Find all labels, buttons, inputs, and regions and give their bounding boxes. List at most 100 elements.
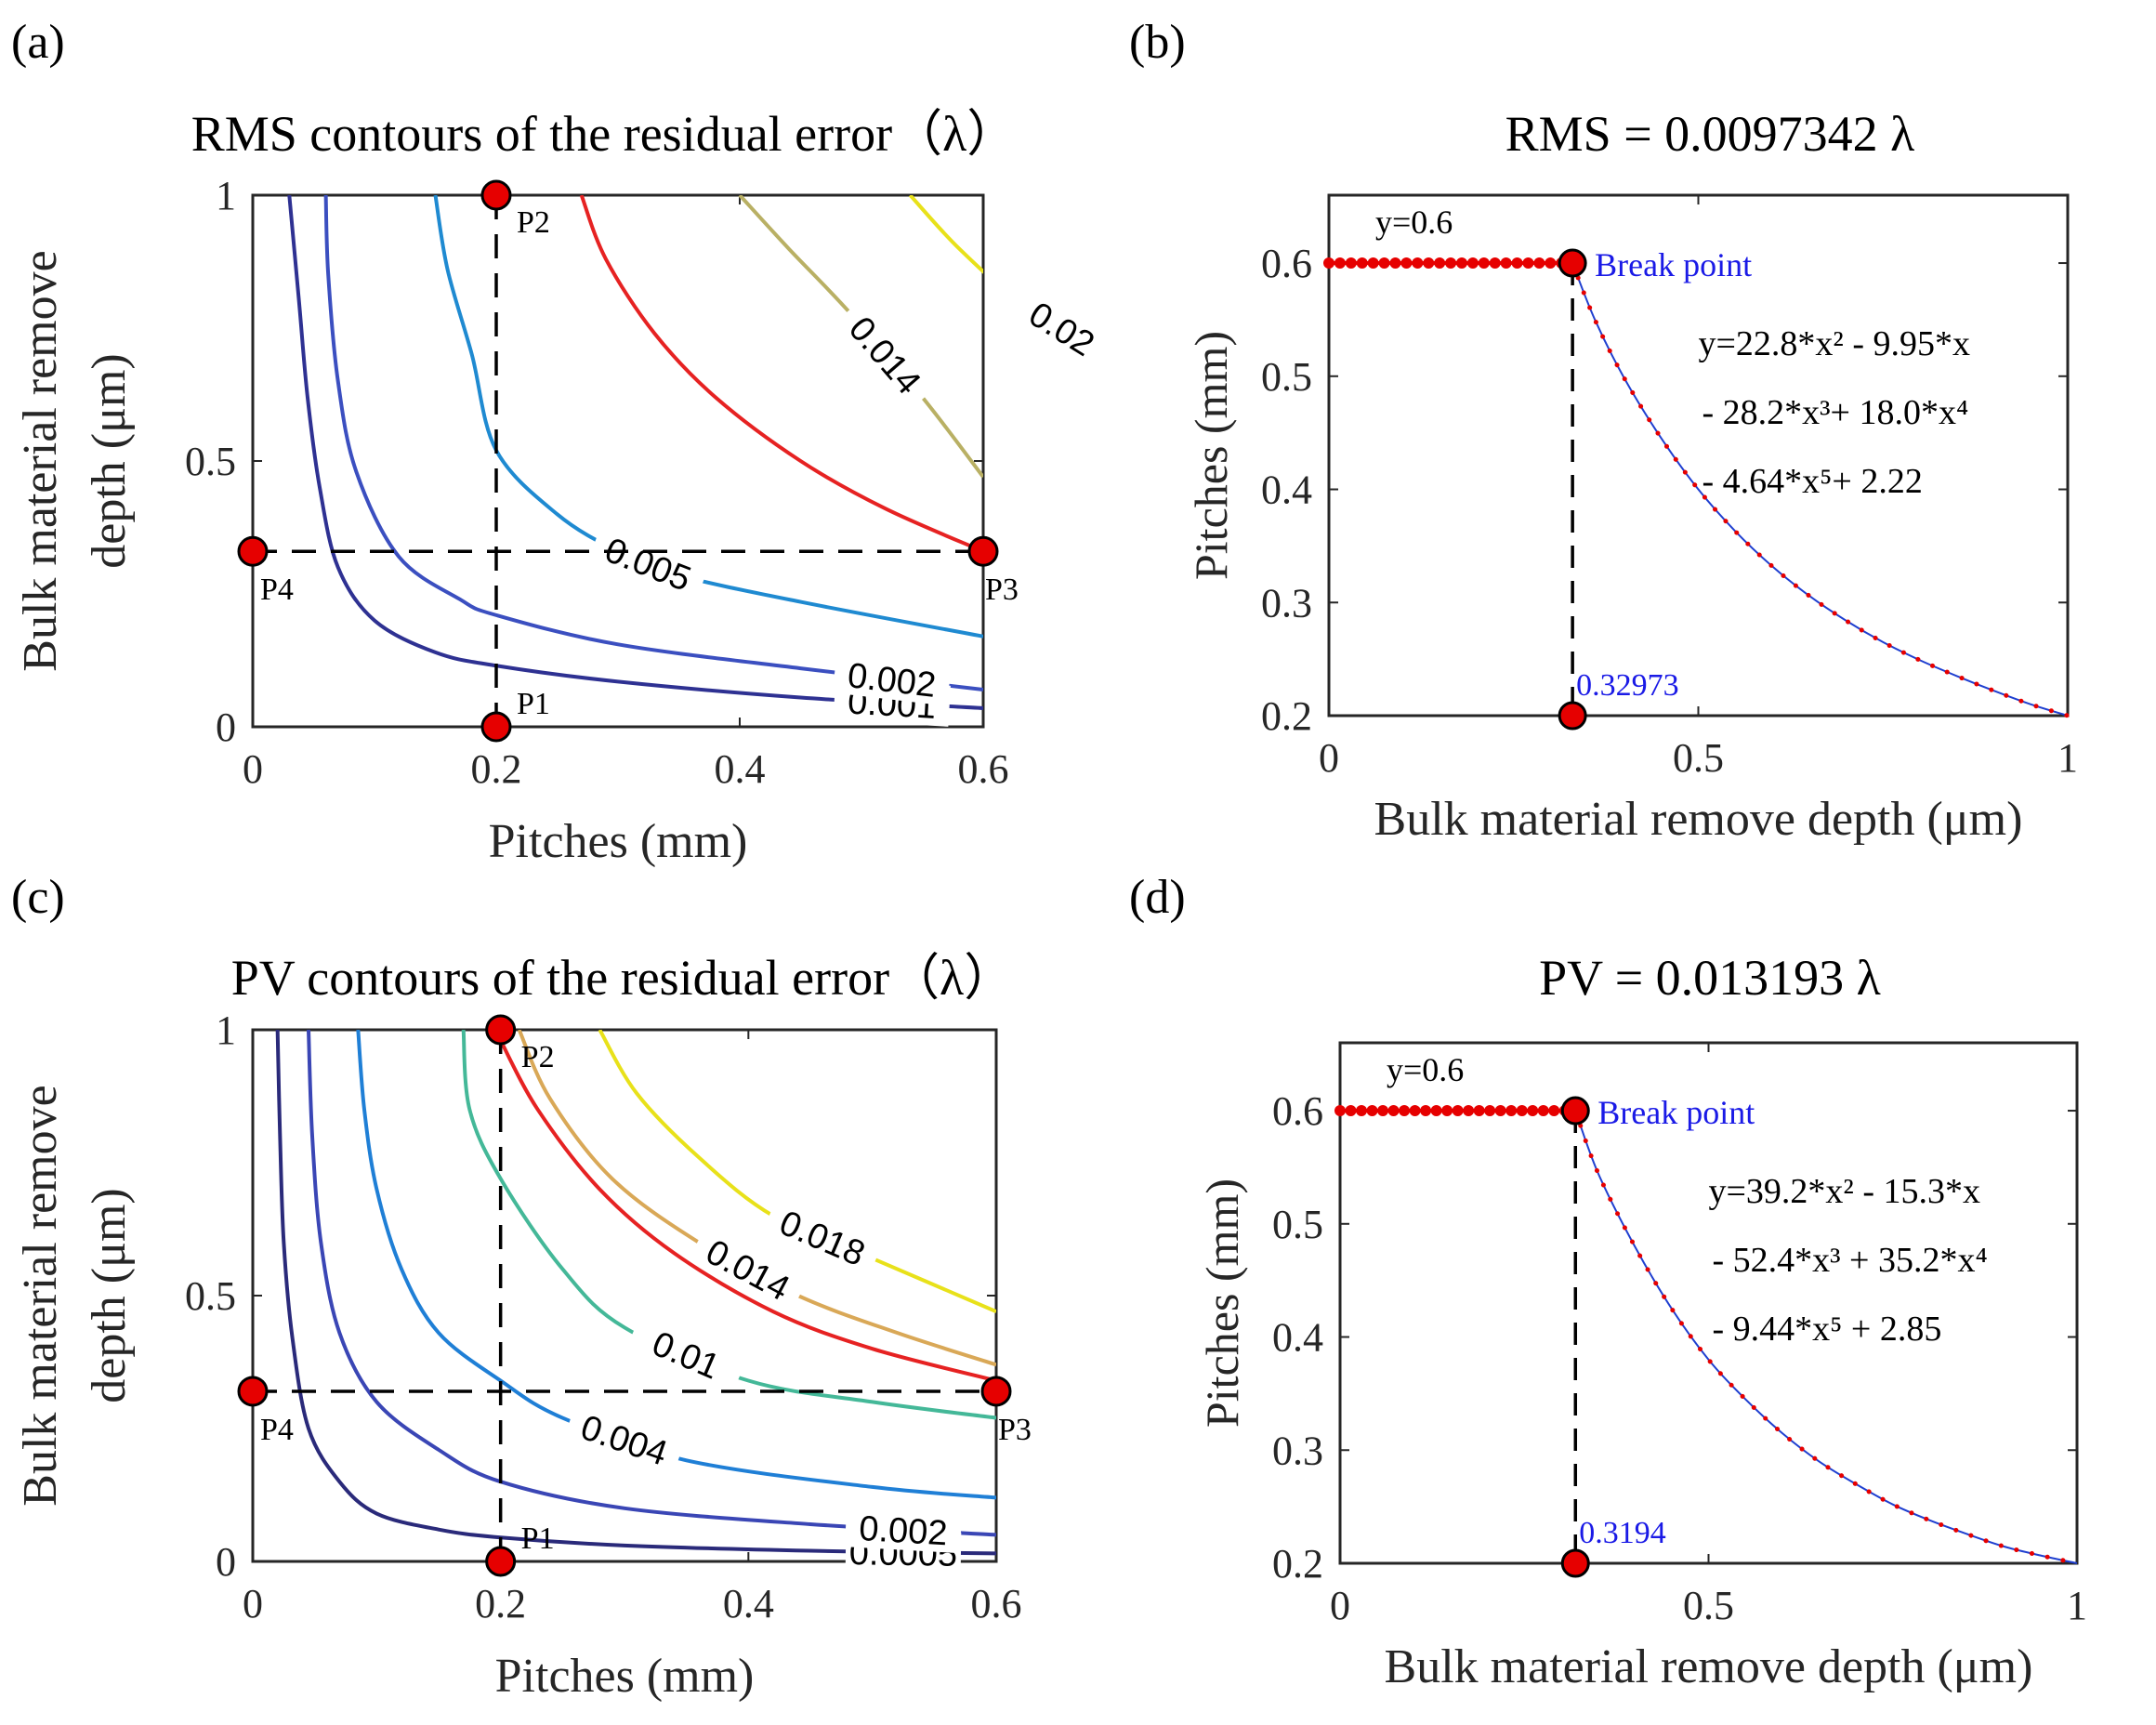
contour-line xyxy=(579,195,983,554)
contour-line xyxy=(498,1039,996,1383)
point-marker xyxy=(967,535,999,567)
flat-dot xyxy=(1323,257,1334,270)
contour-line xyxy=(287,195,983,710)
y-tick-label: 0.3 xyxy=(1272,1428,1323,1473)
panel-label: (d) xyxy=(1129,871,1186,924)
x-tick-label: 0.2 xyxy=(471,746,522,792)
contour-label: 0.01 xyxy=(647,1324,726,1388)
panel-d: (d) PV = 0.013193 λ 0 0.5 1 0.2 0.3 0.4 0.5 0.6 Bu… xyxy=(1129,871,2087,1693)
x-tick-label: 0 xyxy=(243,746,263,792)
chart-title: RMS contours of the residual error（λ） xyxy=(191,106,1018,162)
y-tick-label: 0 xyxy=(216,1539,236,1585)
flat-dot xyxy=(1484,1105,1496,1117)
axes-box xyxy=(251,193,985,729)
point-label: P1 xyxy=(521,1521,555,1556)
y-tick-label: 1 xyxy=(216,173,236,218)
flat-dot xyxy=(1430,1105,1442,1117)
break-value-marker xyxy=(1558,701,1587,731)
flat-dot xyxy=(1334,1105,1346,1117)
point-marker xyxy=(237,535,269,567)
y-tick-label: 0.5 xyxy=(1261,354,1312,400)
panel-label: (a) xyxy=(11,16,65,69)
break-value-marker xyxy=(1560,1548,1590,1578)
point-label: P4 xyxy=(260,573,294,607)
flat-dot xyxy=(1494,1105,1506,1117)
break-point-marker xyxy=(1558,248,1587,278)
break-value-label: 0.32973 xyxy=(1576,668,1679,703)
x-axis-label: Pitches (mm) xyxy=(489,815,748,868)
y-tick-label: 0.5 xyxy=(1272,1202,1323,1247)
y-tick-label: 0.2 xyxy=(1261,693,1312,739)
contour-line xyxy=(356,1030,996,1500)
fit-curve xyxy=(1574,1110,2078,1564)
contour-lines xyxy=(275,1030,996,1556)
equation-line: - 9.44*x⁵ + 2.85 xyxy=(1713,1310,1942,1349)
flat-dot xyxy=(1478,257,1490,270)
flat-dot xyxy=(1367,257,1379,270)
x-tick-label: 0.6 xyxy=(958,746,1009,792)
point-label: P1 xyxy=(517,687,550,721)
x-tick-label: 0.5 xyxy=(1673,735,1724,781)
flat-dot xyxy=(1466,257,1479,270)
flat-dot xyxy=(1434,257,1446,270)
fit-curve xyxy=(1571,262,2069,717)
contour-line xyxy=(323,195,983,691)
x-tick-label: 0.5 xyxy=(1683,1583,1734,1628)
flat-label: y=0.6 xyxy=(1387,1051,1464,1088)
y-axis-label: Bulk material remove depth (μm) xyxy=(14,250,136,671)
equation-line: y=39.2*x² - 15.3*x xyxy=(1709,1172,1980,1211)
x-axis-label: Pitches (mm) xyxy=(495,1650,755,1703)
break-point-marker xyxy=(1560,1096,1590,1126)
break-point-label: Break point xyxy=(1595,246,1752,283)
contour-label-bg xyxy=(586,522,710,604)
flat-dot xyxy=(1545,257,1557,270)
point-marker xyxy=(485,1546,517,1577)
break-value-label: 0.3194 xyxy=(1579,1516,1666,1550)
x-tick-label: 0 xyxy=(1319,735,1339,781)
flat-dot xyxy=(1516,1105,1528,1117)
contour-label-bg xyxy=(844,1506,963,1554)
flat-dot xyxy=(1334,257,1346,270)
point-marker xyxy=(480,711,512,743)
contour-line xyxy=(307,1030,996,1537)
contour-label-bg xyxy=(688,1223,809,1315)
y-axis-label: Pitches (mm) xyxy=(1185,331,1237,580)
flat-label: y=0.6 xyxy=(1375,204,1453,241)
equation-line: - 52.4*x³ + 35.2*x⁴ xyxy=(1713,1241,1988,1280)
flat-dot xyxy=(1527,1105,1539,1117)
y-axis-label: Bulk material remove depth (μm) xyxy=(14,1085,136,1506)
point-marker xyxy=(237,1376,269,1407)
point-marker xyxy=(485,1014,517,1046)
y-tick-label: 0.2 xyxy=(1272,1541,1323,1587)
x-tick-label: 0.4 xyxy=(723,1581,774,1626)
point-marker xyxy=(980,1376,1012,1407)
flat-dot xyxy=(1537,1105,1549,1117)
break-point-label: Break point xyxy=(1597,1094,1755,1131)
point-marker xyxy=(480,179,512,211)
flat-dot xyxy=(1378,257,1390,270)
flat-dot xyxy=(1548,1105,1560,1117)
y-tick-label: 0.6 xyxy=(1272,1088,1323,1134)
point-label: P3 xyxy=(998,1413,1032,1447)
contour-line xyxy=(461,1030,996,1420)
point-label: P3 xyxy=(985,573,1019,607)
panel-label: (c) xyxy=(11,871,65,924)
contour-line xyxy=(275,1030,996,1556)
flat-dot xyxy=(1489,257,1501,270)
x-axis-label: Bulk material remove depth (μm) xyxy=(1385,1640,2033,1693)
flat-dot xyxy=(1463,1105,1475,1117)
flat-dot xyxy=(1423,257,1435,270)
x-axis-label: Bulk material remove depth (μm) xyxy=(1374,793,2023,846)
flat-dot xyxy=(1356,257,1368,270)
flat-dot xyxy=(1505,1105,1518,1117)
panel-b: (b) RMS = 0.0097342 λ 0 0.5 1 0.2 0.3 0.4 0.5 0.6… xyxy=(1129,16,2078,846)
y-axis-label-line: Bulk material remove xyxy=(14,1085,67,1506)
panel-label: (b) xyxy=(1129,16,1186,69)
flat-dot xyxy=(1389,257,1401,270)
contour-label: 0.005 xyxy=(599,531,696,599)
flat-dot xyxy=(1455,257,1467,270)
x-tick-label: 0.6 xyxy=(971,1581,1022,1626)
y-tick-label: 0.3 xyxy=(1261,580,1312,625)
contour-label-bg xyxy=(625,1312,748,1396)
contour-label-bg xyxy=(761,1195,884,1279)
